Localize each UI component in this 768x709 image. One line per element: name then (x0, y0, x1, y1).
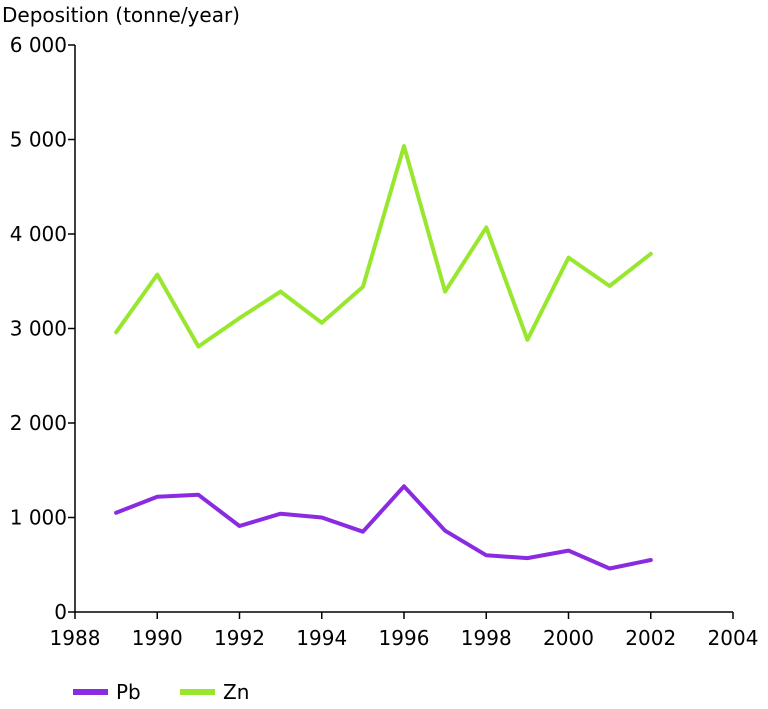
x-tick-label: 1998 (461, 626, 512, 650)
series-lines (114, 144, 653, 571)
y-tick-label: 2 000 (10, 411, 67, 435)
series-line-zn (114, 144, 653, 349)
legend: Pb Zn (73, 680, 249, 704)
y-tick-label: 3 000 (10, 317, 67, 341)
axes: 0 1 000 2 000 3 000 4 000 5 000 6 000 1988 1990 1… (10, 33, 759, 650)
series-line-pb (114, 484, 653, 571)
x-tick-label: 2000 (543, 626, 594, 650)
x-tick-label: 1996 (379, 626, 430, 650)
y-axis-title: Deposition (tonne/year) (2, 3, 240, 27)
y-tick-label: 6 000 (10, 33, 67, 57)
legend-label-zn: Zn (223, 680, 249, 704)
y-tick-label: 1 000 (10, 506, 67, 530)
y-tick-label: 4 000 (10, 222, 67, 246)
legend-label-pb: Pb (116, 680, 141, 704)
x-tick-label: 2004 (708, 626, 759, 650)
y-tick-label: 5 000 (10, 128, 67, 152)
x-tick-label: 1992 (214, 626, 265, 650)
x-tick-label: 2002 (625, 626, 676, 650)
y-tick-label: 0 (54, 600, 67, 624)
x-tick-label: 1990 (132, 626, 183, 650)
x-tick-label: 1988 (50, 626, 101, 650)
x-tick-label: 1994 (296, 626, 347, 650)
